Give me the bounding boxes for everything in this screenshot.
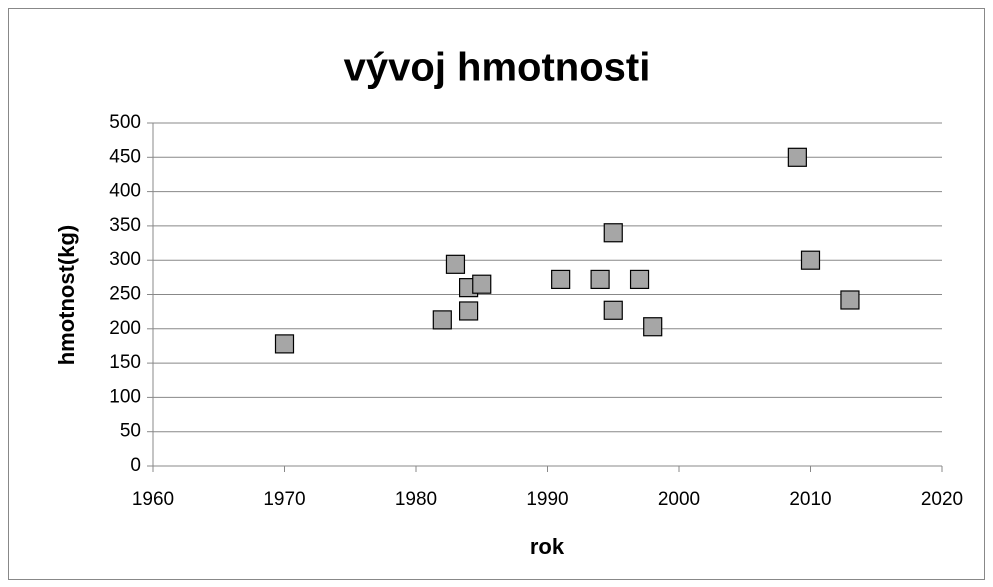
y-tick-label: 350: [109, 215, 141, 236]
marker: [274, 334, 295, 354]
marker: [459, 301, 479, 321]
y-tick-label: 300: [109, 249, 141, 270]
marker: [603, 300, 623, 320]
y-tick-label: 400: [109, 181, 141, 202]
y-tick-label: 200: [109, 318, 141, 339]
y-tick-label: 0: [130, 455, 141, 476]
y-tick-label: 50: [120, 421, 141, 442]
marker: [590, 269, 610, 290]
marker: [432, 310, 452, 330]
y-tick-label: 100: [109, 386, 141, 407]
marker: [445, 254, 466, 274]
marker: [551, 269, 571, 290]
marker: [629, 269, 650, 290]
marker: [603, 223, 623, 243]
marker: [840, 290, 860, 310]
y-axis-title: hmotnost(kg): [54, 225, 79, 366]
chart-title: vývoj hmotnosti: [344, 46, 651, 90]
x-tick-label: 1960: [132, 489, 174, 510]
x-tick-label: 2000: [658, 489, 700, 510]
x-axis-title: rok: [530, 534, 565, 559]
x-tick-label: 2020: [921, 489, 963, 510]
y-tick-label: 500: [109, 112, 141, 133]
marker: [643, 317, 663, 337]
marker: [472, 274, 492, 294]
y-tick-label: 450: [109, 146, 141, 167]
x-tick-label: 1990: [526, 489, 568, 510]
marker: [800, 250, 821, 270]
x-tick-label: 2010: [789, 489, 831, 510]
marker: [787, 147, 807, 167]
y-tick-label: 150: [109, 352, 141, 373]
x-tick-label: 1970: [263, 489, 305, 510]
y-tick-label: 250: [109, 284, 141, 305]
x-tick-label: 1980: [395, 489, 437, 510]
